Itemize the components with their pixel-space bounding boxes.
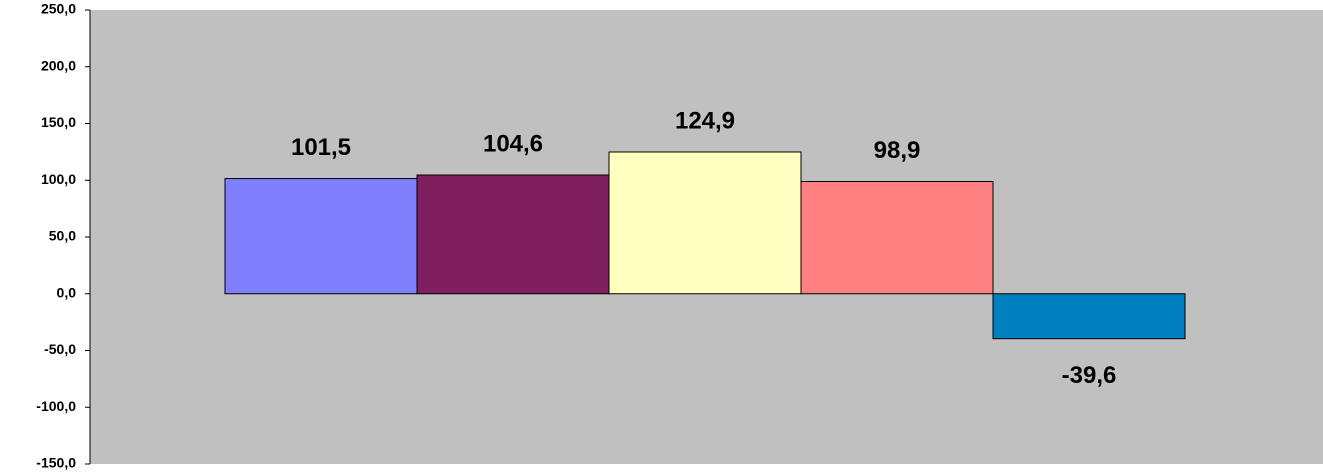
y-tick-label: 50,0 [49, 228, 76, 244]
bar [416, 174, 610, 295]
bar-value-label: 98,9 [874, 137, 921, 164]
y-tick-label: 150,0 [41, 114, 76, 130]
y-tick-label: 250,0 [41, 1, 76, 17]
bars [224, 151, 1186, 340]
y-tick-label: -100,0 [36, 398, 76, 414]
bar-value-label: 104,6 [483, 130, 543, 157]
y-axis: 250,0 200,0 150,0 100,0 50,0 0,0 -50,0 -100,0 -1… [36, 1, 91, 471]
bar [608, 151, 802, 295]
y-tick-label: 200,0 [41, 57, 76, 73]
y-tick-label: 100,0 [41, 171, 76, 187]
bar [800, 180, 994, 295]
bar-value-label: 101,5 [291, 134, 351, 161]
y-tick-label: 0,0 [57, 284, 77, 300]
data-labels: 101,5 104,6 124,9 98,9 -39,6 [291, 107, 1116, 389]
bar [224, 178, 418, 295]
bar [992, 293, 1186, 340]
y-tick-label: -150,0 [36, 455, 76, 471]
bar-value-label: 124,9 [675, 107, 735, 134]
y-tick-label: -50,0 [44, 341, 76, 357]
bar-value-label: -39,6 [1062, 362, 1117, 389]
